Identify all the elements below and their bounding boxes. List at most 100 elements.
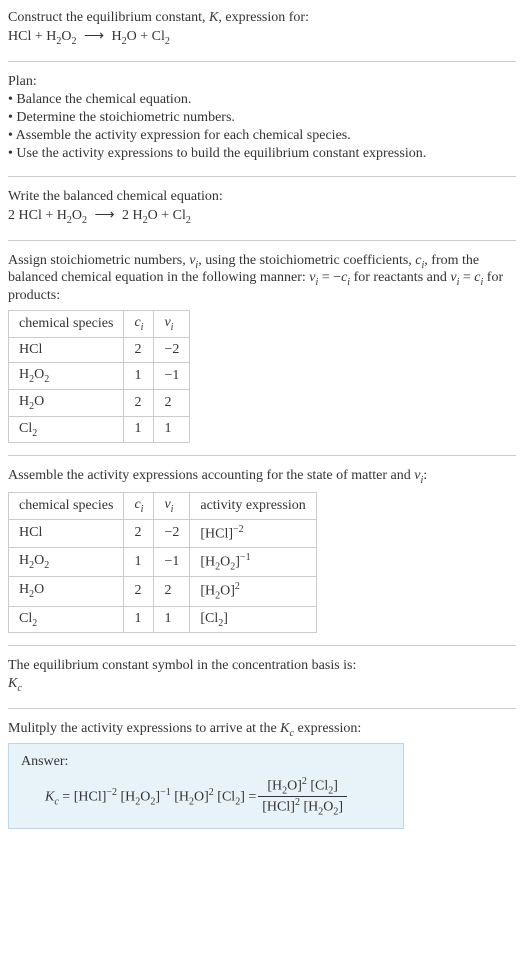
fraction-numerator: [H2O]2 [Cl2]	[258, 776, 347, 797]
th-ci: ci	[124, 311, 154, 338]
stoich-table: chemical species ci νi HCl 2 −2 H2O2 1 −…	[8, 310, 190, 443]
sp-sub: 2	[44, 374, 49, 385]
assign-section: Assign stoichiometric numbers, νi, using…	[8, 253, 516, 457]
table-row: HCl 2 −2	[9, 337, 190, 362]
ae: ]	[223, 611, 228, 626]
multiply-text: Mulitply the activity expressions to arr…	[8, 721, 516, 739]
bal-l-sub2: 2	[82, 215, 87, 226]
answer-fraction: [H2O]2 [Cl2] [HCl]2 [H2O2]	[258, 776, 347, 818]
ae-exp: 2	[235, 581, 240, 592]
ae: [Cl	[200, 611, 218, 626]
sp-sub: 2	[32, 427, 37, 438]
cell-ae: [H2O2]−1	[190, 547, 316, 576]
ae: [HCl]	[200, 527, 233, 542]
answer-expression: Kc = [HCl]−2 [H2O2]−1 [H2O]2 [Cl2] = [H2…	[45, 776, 391, 818]
ans-eq: =	[59, 789, 74, 804]
th-i: i	[171, 504, 174, 515]
activity-section: Assemble the activity expressions accoun…	[8, 468, 516, 646]
bal-r-sub2: 2	[186, 215, 191, 226]
sp: Cl	[19, 611, 32, 626]
intro-line1: Construct the equilibrium constant, K, e…	[8, 10, 516, 26]
num-d: ]	[333, 779, 338, 794]
plan-title: Plan:	[8, 74, 516, 90]
answer-box: Answer: Kc = [HCl]−2 [H2O2]−1 [H2O]2 [Cl…	[8, 743, 404, 829]
cell-c: 1	[124, 362, 154, 389]
num-a: [H	[267, 779, 282, 794]
cell-c: 1	[124, 416, 154, 443]
table-row: Cl2 1 1	[9, 416, 190, 443]
sp: Cl	[19, 421, 32, 436]
cell-species: HCl	[9, 519, 124, 547]
eq-left: HCl + H2O2	[8, 29, 76, 44]
plan-b2: • Determine the stoichiometric numbers.	[8, 110, 516, 126]
den-d: ]	[338, 800, 343, 815]
intro-section: Construct the equilibrium constant, K, e…	[8, 10, 516, 62]
plan-b1: • Balance the chemical equation.	[8, 92, 516, 108]
balanced-title: Write the balanced chemical equation:	[8, 189, 516, 205]
ae: O]	[220, 584, 235, 599]
num-c: [Cl	[307, 779, 328, 794]
th-ci: ci	[124, 493, 154, 520]
cell-v: 1	[154, 606, 190, 633]
kc-k: K	[8, 676, 17, 691]
as-eq2: =	[459, 270, 474, 285]
arrow-icon: ⟶	[84, 28, 104, 45]
sp: O	[34, 582, 44, 597]
multiply-section: Mulitply the activity expressions to arr…	[8, 721, 516, 841]
th-activity: activity expression	[190, 493, 316, 520]
cell-species: H2O	[9, 577, 124, 606]
cell-v: −2	[154, 337, 190, 362]
cell-ae: [H2O]2	[190, 577, 316, 606]
th-species: chemical species	[9, 493, 124, 520]
assign-text: Assign stoichiometric numbers, νi, using…	[8, 253, 516, 305]
cell-species: H2O	[9, 389, 124, 416]
table-row: HCl 2 −2 [HCl]−2	[9, 519, 317, 547]
eq-l2: O	[61, 29, 71, 44]
symbol-kc: Kc	[8, 676, 516, 694]
den-c: O	[323, 800, 333, 815]
sp: H	[19, 553, 29, 568]
eq-r1: H	[112, 29, 122, 44]
ans-t1: [HCl]	[74, 789, 107, 804]
act-b: :	[423, 468, 427, 483]
ae: [H	[200, 584, 215, 599]
eq-right: H2O + Cl2	[112, 29, 170, 44]
cell-c: 2	[124, 389, 154, 416]
ans-t3: [H	[171, 789, 189, 804]
sp: O	[34, 394, 44, 409]
ans-t3b: O]	[194, 789, 209, 804]
cell-v: 1	[154, 416, 190, 443]
answer-label: Answer:	[21, 754, 391, 770]
plan-section: Plan: • Balance the chemical equation. •…	[8, 74, 516, 177]
mul-p2: expression:	[294, 721, 361, 736]
table-row: Cl2 1 1 [Cl2]	[9, 606, 317, 633]
ans-t2: [H	[117, 789, 135, 804]
cell-c: 2	[124, 577, 154, 606]
as-p2: , using the stoichiometric coefficients,	[198, 253, 415, 268]
activity-intro: Assemble the activity expressions accoun…	[8, 468, 516, 486]
cell-c: 1	[124, 606, 154, 633]
sp: H	[19, 394, 29, 409]
intro-text-b: , expression for:	[218, 10, 309, 25]
sp: HCl	[19, 342, 42, 357]
cell-species: Cl2	[9, 416, 124, 443]
plan-b3: • Assemble the activity expression for e…	[8, 128, 516, 144]
mul-p1: Mulitply the activity expressions to arr…	[8, 721, 280, 736]
ans-e1: −2	[106, 787, 117, 798]
as-eq1: = −	[318, 270, 341, 285]
sp-sub: 2	[32, 617, 37, 628]
cell-v: 2	[154, 389, 190, 416]
intro-text-a: Construct the equilibrium constant,	[8, 10, 209, 25]
th-species: chemical species	[9, 311, 124, 338]
ae: O	[220, 554, 230, 569]
cell-species: H2O2	[9, 362, 124, 389]
kc-c: c	[17, 683, 21, 694]
bal-l2: O	[72, 208, 82, 223]
sp: O	[34, 367, 44, 382]
cell-ae: [Cl2]	[190, 606, 316, 633]
th-i: i	[141, 504, 144, 515]
as-p4: for reactants and	[350, 270, 450, 285]
ae: [H	[200, 554, 215, 569]
symbol-section: The equilibrium constant symbol in the c…	[8, 658, 516, 709]
cell-v: −1	[154, 547, 190, 576]
